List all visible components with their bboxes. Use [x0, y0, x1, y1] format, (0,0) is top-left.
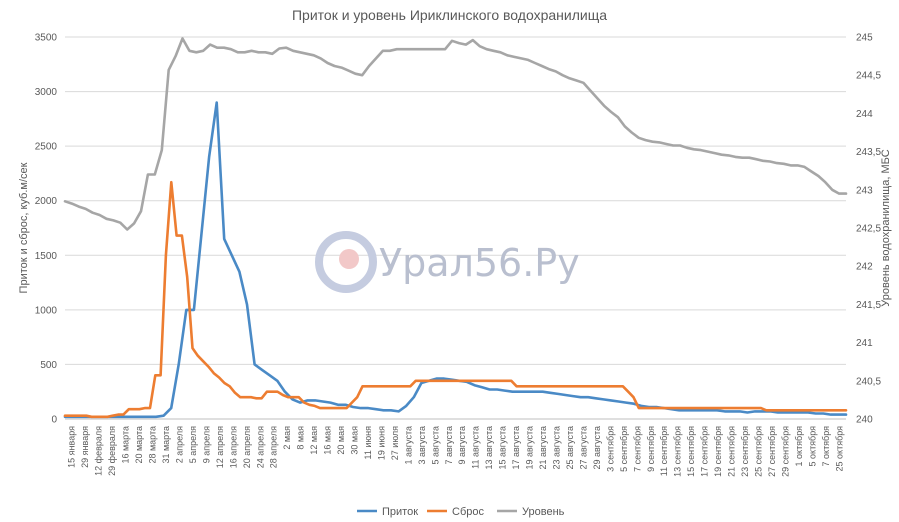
watermark: Урал56.Ру: [315, 231, 580, 293]
y-right-tick-label: 242: [856, 262, 873, 273]
x-tick-label: 27 сентября: [767, 426, 777, 477]
x-tick-label: 25 сентября: [754, 426, 764, 477]
x-tick-label: 19 сентября: [713, 426, 723, 477]
y-right-tick-label: 243: [856, 185, 873, 196]
x-tick-label: 13 августа: [484, 426, 494, 470]
x-tick-label: 1 октября: [794, 426, 804, 467]
x-tick-label: 31 марта: [161, 426, 171, 464]
x-tick-label: 7 сентября: [632, 426, 642, 472]
x-tick-label: 9 августа: [457, 426, 467, 465]
x-tick-label: 9 апреля: [201, 426, 211, 463]
x-tick-label: 13 сентября: [673, 426, 683, 477]
x-tick-label: 24 апреля: [255, 426, 265, 468]
x-tick-label: 23 сентября: [740, 426, 750, 477]
gridlines: [65, 36, 846, 420]
x-tick-label: 20 марта: [134, 426, 144, 464]
x-tick-label: 16 апреля: [228, 426, 238, 468]
x-tick-label: 29 августа: [592, 426, 602, 470]
y-left-tick-label: 2000: [35, 196, 58, 207]
y-left-tick-label: 500: [40, 360, 57, 371]
legend-label: Сброс: [452, 506, 484, 518]
x-tick-label: 12 мая: [309, 426, 319, 455]
x-tick-label: 5 сентября: [619, 426, 629, 472]
legend: Приток Сброс Уровень: [357, 506, 565, 518]
y-axis-right-title: Уровень водохранилища, МБС: [880, 149, 892, 306]
series-layer: [63, 37, 848, 419]
x-tick-label: 27 июля: [390, 426, 400, 460]
y-right-tick-label: 242,5: [856, 224, 881, 235]
x-tick-label: 25 октября: [834, 426, 844, 472]
y-right-tick-label: 241: [856, 338, 873, 349]
watermark-ring-icon: [315, 231, 377, 293]
x-tick-label: 28 апреля: [269, 426, 279, 468]
x-tick-label: 27 августа: [578, 426, 588, 470]
x-tick-label: 21 сентября: [727, 426, 737, 477]
watermark-dot-icon: [339, 249, 359, 269]
y-left-tick-label: 3500: [35, 33, 58, 44]
series-line-2: [63, 180, 848, 419]
x-tick-label: 3 сентября: [605, 426, 615, 472]
x-tick-label: 15 января: [67, 426, 77, 468]
x-tick-label: 16 марта: [121, 426, 131, 464]
x-tick-label: 7 октября: [821, 426, 831, 467]
x-tick-label: 25 августа: [565, 426, 575, 470]
x-tick-label: 2 мая: [282, 426, 292, 450]
watermark-text: Урал56.Ру: [379, 241, 580, 285]
x-tick-label: 3 августа: [417, 426, 427, 465]
x-tick-label: 1 августа: [403, 426, 413, 465]
x-tick-label: 19 августа: [525, 426, 535, 470]
y-right-tick-label: 240,5: [856, 376, 881, 387]
x-tick-label: 29 января: [80, 426, 90, 468]
x-tick-label: 7 августа: [444, 426, 454, 465]
y-axis-left-title: Приток и сброс, куб.м/сек: [18, 162, 30, 293]
chart-title: Приток и уровень Ириклинского водохранил…: [291, 7, 608, 23]
x-tick-label: 15 сентября: [686, 426, 696, 477]
x-tick-label: 5 апреля: [188, 426, 198, 463]
x-tick-label: 5 августа: [430, 426, 440, 465]
x-tick-label: 15 августа: [498, 426, 508, 470]
x-tick-label: 20 апреля: [242, 426, 252, 468]
x-tick-label: 28 марта: [148, 426, 158, 464]
x-tick-label: 20 мая: [336, 426, 346, 455]
y-left-tick-label: 1500: [35, 251, 58, 262]
y-right-tick-label: 244: [856, 109, 873, 120]
x-tick-label: 30 мая: [350, 426, 360, 455]
x-tick-label: 2 апреля: [175, 426, 185, 463]
y-left-tick-label: 2500: [35, 142, 58, 153]
x-tick-label: 21 августа: [538, 426, 548, 470]
x-tick-label: 11 сентября: [659, 426, 669, 476]
x-tick-label: 17 сентября: [700, 426, 710, 477]
series-line-3: [63, 37, 848, 231]
x-tick-label: 12 февраля: [94, 426, 104, 476]
legend-label: Уровень: [522, 506, 565, 518]
x-tick-label: 23 августа: [552, 426, 562, 470]
y-right-tick-label: 243,5: [856, 147, 881, 158]
legend-label: Приток: [382, 506, 418, 518]
y-left-tick-label: 1000: [35, 305, 58, 316]
y-right-tick-label: 244,5: [856, 71, 881, 82]
y-left-tick-label: 3000: [35, 87, 58, 98]
x-tick-label: 9 сентября: [646, 426, 656, 472]
x-tick-label: 29 февраля: [107, 426, 117, 476]
x-tick-label: 17 августа: [511, 426, 521, 470]
y-right-tick-label: 241,5: [856, 300, 881, 311]
x-tick-label: 11 июня: [363, 426, 373, 460]
x-tick-label: 5 октября: [807, 426, 817, 467]
x-tick-label: 12 апреля: [215, 426, 225, 468]
y-right-tick-label: 245: [856, 33, 873, 44]
x-tick-label: 11 августа: [471, 426, 481, 469]
x-tick-label: 8 мая: [296, 426, 306, 450]
axes: 0 500 1000 1500 2000 2500 3000 3500 240 240,5 241 2…: [35, 33, 882, 477]
y-right-tick-label: 240: [856, 415, 873, 426]
y-left-tick-label: 0: [51, 415, 57, 426]
x-tick-label: 19 июня: [376, 426, 386, 460]
x-tick-label: 29 сентября: [780, 426, 790, 477]
x-tick-label: 16 мая: [323, 426, 333, 455]
